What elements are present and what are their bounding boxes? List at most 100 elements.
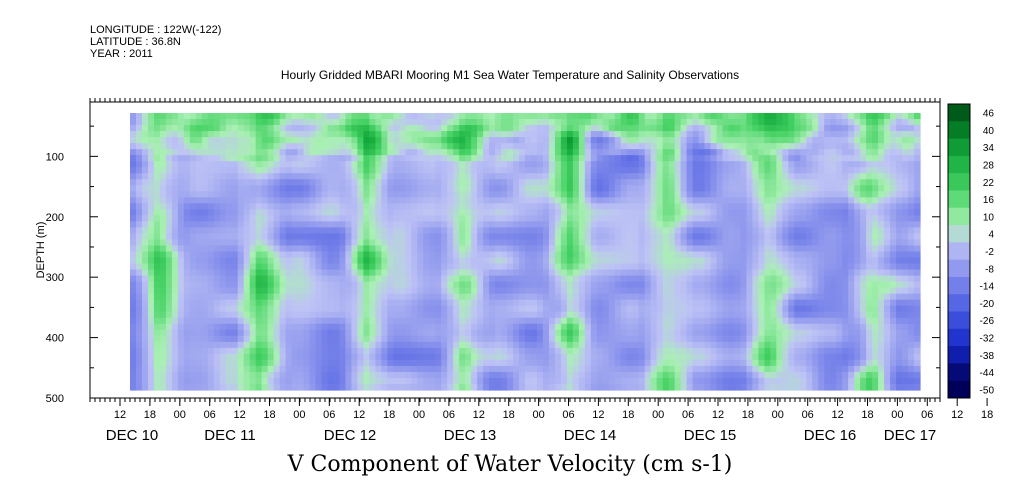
heatmap-cell (644, 359, 652, 367)
heatmap-cell (159, 125, 167, 132)
heatmap-cell (375, 239, 382, 247)
heatmap-cell (429, 197, 436, 204)
heatmap-cell (770, 179, 777, 186)
heatmap-cell (363, 377, 370, 385)
heatmap-cell (560, 185, 568, 192)
heatmap-cell (130, 353, 137, 361)
heatmap-cell (369, 227, 376, 235)
heatmap-cell (207, 251, 215, 259)
heatmap-cell (207, 185, 215, 192)
heatmap-cell (189, 137, 197, 144)
heatmap-cell (267, 119, 275, 126)
heatmap-cell (489, 155, 496, 162)
heatmap-cell (231, 131, 239, 138)
heatmap-cell (554, 233, 562, 241)
heatmap-cell (255, 179, 263, 186)
heatmap-cell (662, 383, 670, 391)
heatmap-cell (363, 299, 370, 307)
heatmap-cell (285, 233, 293, 241)
heatmap-cell (297, 131, 305, 138)
heatmap-cell (309, 323, 317, 331)
heatmap-cell (327, 119, 335, 126)
heatmap-cell (752, 161, 759, 168)
heatmap-cell (219, 305, 227, 313)
heatmap-cell (159, 221, 167, 229)
heatmap-cell (489, 335, 496, 343)
heatmap-cell (471, 233, 478, 241)
heatmap-cell (387, 347, 394, 355)
heatmap-cell (189, 191, 197, 198)
heatmap-cell (662, 287, 670, 295)
heatmap-cell (716, 239, 724, 247)
heatmap-cell (405, 377, 412, 385)
heatmap-cell (578, 359, 586, 367)
heatmap-cell (417, 125, 424, 132)
heatmap-cell (638, 137, 646, 144)
heatmap-cell (638, 269, 646, 277)
heatmap-cell (530, 263, 538, 271)
heatmap-cell (662, 269, 670, 277)
heatmap-cell (459, 371, 466, 379)
heatmap-cell (405, 245, 412, 253)
heatmap-cell (447, 365, 454, 373)
heatmap-cell (249, 131, 257, 138)
heatmap-cell (477, 287, 484, 295)
heatmap-cell (153, 299, 161, 307)
heatmap-cell (339, 191, 347, 198)
heatmap-cell (530, 131, 538, 138)
heatmap-cell (267, 137, 275, 144)
heatmap-cell (327, 371, 335, 379)
heatmap-cell (405, 299, 412, 307)
heatmap-cell (243, 287, 251, 295)
heatmap-cell (692, 185, 700, 192)
heatmap-cell (632, 173, 640, 180)
heatmap-cell (554, 173, 562, 180)
heatmap-cell (770, 131, 777, 138)
heatmap-cell (638, 353, 646, 361)
heatmap-cell (572, 257, 580, 265)
heatmap-cell (614, 215, 622, 222)
heatmap-cell (776, 227, 783, 235)
heatmap-cell (189, 365, 197, 373)
heatmap-cell (357, 383, 364, 391)
heatmap-cell (554, 383, 562, 391)
heatmap-cell (501, 215, 508, 222)
heatmap-cell (608, 311, 616, 319)
heatmap-cell (261, 155, 269, 162)
heatmap-cell (171, 143, 179, 150)
heatmap-cell (584, 167, 592, 174)
heatmap-cell (519, 257, 526, 265)
heatmap-cell (572, 383, 580, 391)
heatmap-cell (465, 263, 472, 271)
heatmap-cell (686, 215, 694, 222)
heatmap-cell (614, 173, 622, 180)
heatmap-cell (219, 347, 227, 355)
heatmap-cell (147, 155, 155, 162)
latitude-label: LATITUDE : 36.8N (90, 36, 181, 48)
heatmap-cell (566, 371, 574, 379)
heatmap-cell (704, 143, 712, 150)
heatmap-cell (297, 173, 305, 180)
heatmap-cell (249, 347, 257, 355)
heatmap-cell (195, 305, 203, 313)
heatmap-cell (315, 365, 323, 373)
heatmap-cell (525, 125, 532, 132)
heatmap-cell (327, 383, 335, 391)
heatmap-cell (632, 179, 640, 186)
heatmap-cell (728, 209, 736, 216)
heatmap-cell (423, 317, 430, 325)
heatmap-cell (704, 209, 712, 216)
heatmap-cell (195, 185, 203, 192)
heatmap-cell (303, 257, 311, 265)
heatmap-cell (513, 371, 520, 379)
heatmap-cell (758, 197, 765, 204)
heatmap-cell (632, 263, 640, 271)
heatmap-cell (207, 275, 215, 283)
heatmap-cell (165, 365, 173, 373)
heatmap-cell (620, 197, 628, 204)
heatmap-cell (495, 299, 502, 307)
heatmap-cell (734, 269, 742, 277)
heatmap-cell (435, 335, 442, 343)
heatmap-cell (345, 383, 353, 391)
heatmap-cell (153, 215, 161, 222)
